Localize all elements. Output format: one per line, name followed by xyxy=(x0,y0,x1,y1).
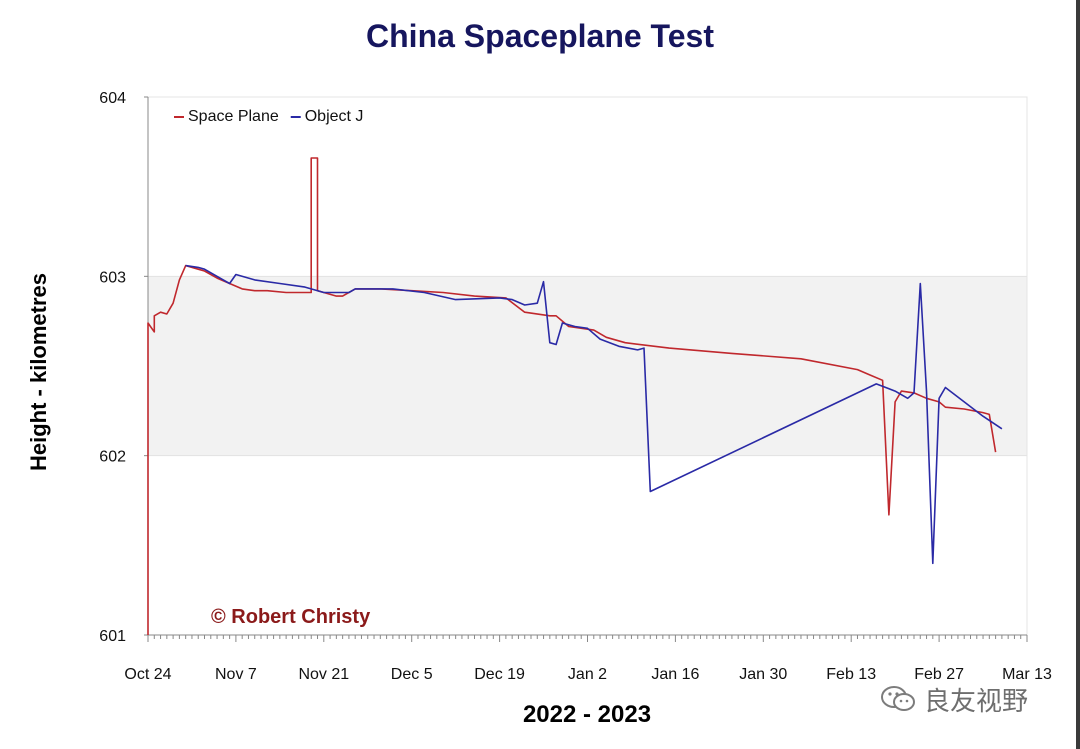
x-tick-label: Nov 7 xyxy=(215,666,257,683)
chart-title: China Spaceplane Test xyxy=(366,18,714,54)
y-tick-label: 602 xyxy=(99,449,126,466)
frame-edge xyxy=(1076,0,1080,749)
legend-label: Object J xyxy=(305,108,364,125)
x-tick-label: Feb 27 xyxy=(914,666,964,683)
shaded-band xyxy=(148,276,1027,456)
y-tick-label: 603 xyxy=(99,269,126,286)
x-tick-label: Mar 13 xyxy=(1002,666,1052,683)
x-tick-label: Jan 30 xyxy=(739,666,787,683)
y-axis-label: Height - kilometres xyxy=(26,273,51,471)
x-axis-label: 2022 - 2023 xyxy=(523,701,651,728)
x-tick-label: Jan 2 xyxy=(568,666,607,683)
x-tick-label: Dec 5 xyxy=(391,666,433,683)
legend-label: Space Plane xyxy=(188,108,279,125)
y-tick-label: 601 xyxy=(99,628,126,645)
copyright-annotation: © Robert Christy xyxy=(211,606,371,628)
series-line-object-j xyxy=(185,264,1003,565)
x-tick-label: Oct 24 xyxy=(124,666,171,683)
y-tick-label: 604 xyxy=(99,90,126,107)
watermark-text: 良友视野 xyxy=(924,686,1029,717)
x-tick-label: Feb 13 xyxy=(826,666,876,683)
x-tick-label: Dec 19 xyxy=(474,666,525,683)
wechat-icon xyxy=(880,685,916,713)
x-tick-label: Nov 21 xyxy=(298,666,349,683)
watermark: 良友视野 xyxy=(880,682,1029,717)
x-tick-label: Jan 16 xyxy=(651,666,699,683)
